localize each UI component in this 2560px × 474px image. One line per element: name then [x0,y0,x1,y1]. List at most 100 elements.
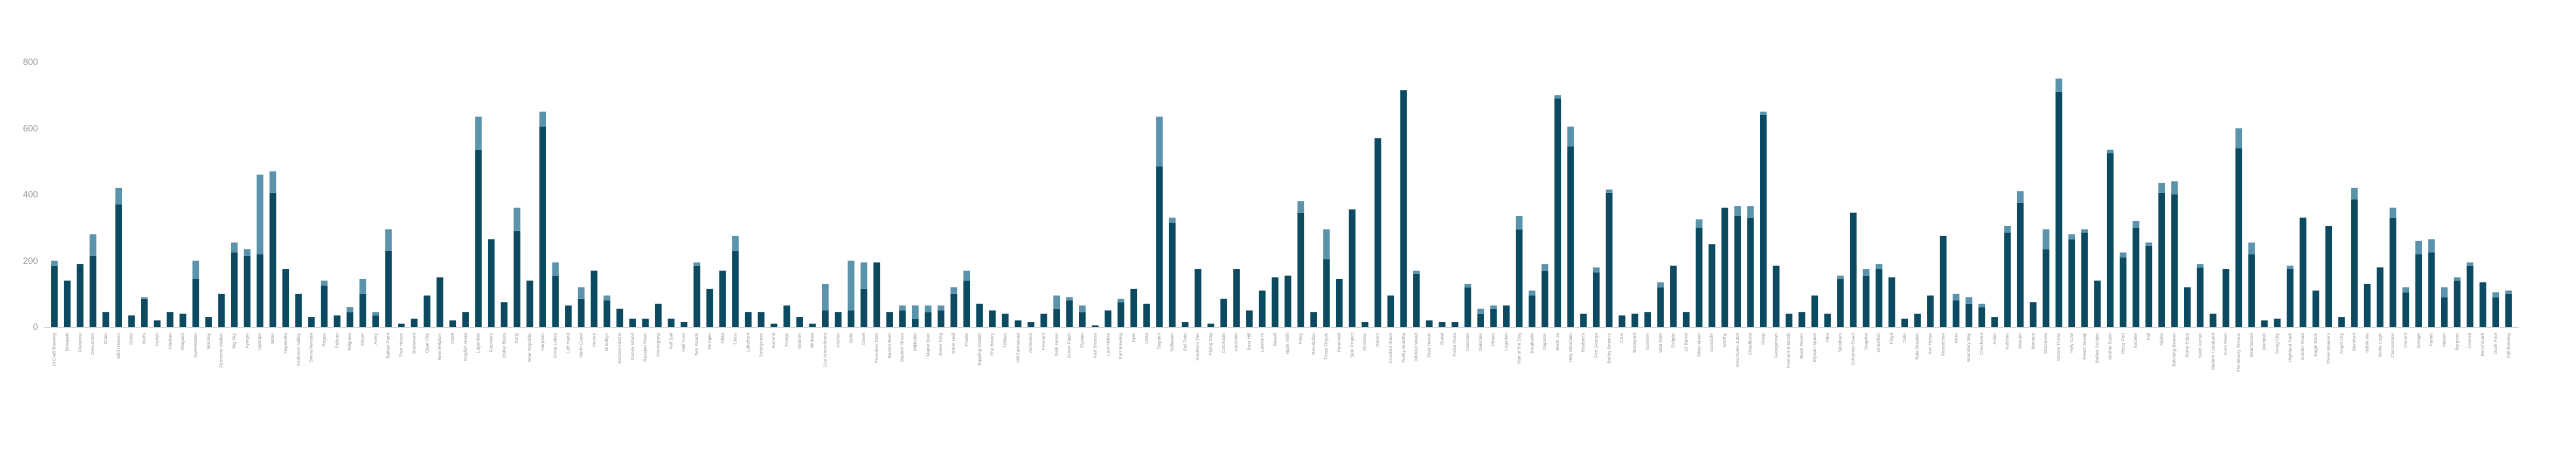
bar-primary[interactable] [1592,272,1600,327]
bar-secondary[interactable] [963,270,971,281]
bar-secondary[interactable] [2158,182,2165,193]
bar-primary[interactable] [577,298,585,327]
bar-primary[interactable] [963,280,971,328]
bar-secondary[interactable] [1079,305,1086,313]
bar-primary[interactable] [1387,295,1395,327]
bar-primary[interactable] [2132,227,2140,328]
bar-secondary[interactable] [2106,149,2114,154]
bar-primary[interactable] [654,303,662,327]
bar-secondary[interactable] [2428,239,2435,253]
bar-secondary[interactable] [1605,189,1613,193]
bar-primary[interactable] [1233,269,1240,327]
bar-secondary[interactable] [359,278,367,294]
bar-primary[interactable] [1001,313,1009,327]
bar-primary[interactable] [1014,320,1022,328]
bar-primary[interactable] [1991,317,1998,327]
bar-primary[interactable] [2415,254,2422,328]
bar-secondary[interactable] [2196,264,2204,268]
bar-primary[interactable] [796,317,803,327]
bar-primary[interactable] [603,300,611,328]
bar-primary[interactable] [2505,293,2512,328]
bar-primary[interactable] [166,312,174,327]
bar-secondary[interactable] [950,287,958,294]
bar-secondary[interactable] [2055,78,2063,92]
bar-secondary[interactable] [1528,290,1536,296]
bar-primary[interactable] [2029,302,2037,327]
bar-primary[interactable] [1335,278,1343,327]
bar-primary[interactable] [2363,283,2371,327]
bar-primary[interactable] [1682,312,1690,327]
bar-primary[interactable] [2042,249,2050,327]
bar-primary[interactable] [2428,252,2435,327]
bar-secondary[interactable] [1862,269,1870,276]
bar-primary[interactable] [308,317,315,327]
bar-primary[interactable] [1772,265,1780,327]
bar-primary[interactable] [2068,239,2076,327]
bar-secondary[interactable] [732,235,739,251]
bar-primary[interactable] [1400,90,1407,327]
bar-primary[interactable] [2261,320,2268,328]
bar-primary[interactable] [1438,322,1446,327]
bar-primary[interactable] [1297,212,1305,327]
bar-primary[interactable] [449,320,457,328]
bar-primary[interactable] [1605,192,1613,327]
bar-primary[interactable] [1849,212,1857,327]
bar-primary[interactable] [2235,148,2243,328]
bar-primary[interactable] [899,310,906,327]
bar-primary[interactable] [642,318,649,327]
bar-primary[interactable] [1644,312,1652,327]
bar-primary[interactable] [1413,274,1420,327]
bar-secondary[interactable] [1554,95,1562,99]
bar-primary[interactable] [410,318,418,327]
bar-primary[interactable] [2466,265,2474,327]
bar-primary[interactable] [1425,320,1433,328]
bar-secondary[interactable] [1965,297,1973,304]
bar-primary[interactable] [1181,322,1189,327]
bar-primary[interactable] [1220,298,1228,327]
bar-primary[interactable] [2273,318,2281,327]
bar-secondary[interactable] [243,249,251,256]
bar-primary[interactable] [269,192,277,327]
bar-primary[interactable] [359,293,367,328]
bar-secondary[interactable] [1413,270,1420,274]
bar-primary[interactable] [1939,235,1947,327]
bar-secondary[interactable] [552,262,559,276]
bar-primary[interactable] [2248,254,2255,328]
bar-primary[interactable] [141,298,148,327]
bar-secondary[interactable] [1747,206,1754,218]
bar-secondary[interactable] [2016,191,2024,203]
bar-primary[interactable] [372,315,379,327]
bar-secondary[interactable] [1657,282,1664,288]
bar-primary[interactable] [1258,290,1266,327]
bar-primary[interactable] [565,305,572,327]
bar-primary[interactable] [76,264,84,327]
bar-primary[interactable] [719,270,726,327]
bar-primary[interactable] [2081,232,2088,327]
bar-primary[interactable] [423,295,431,327]
bar-primary[interactable] [2325,225,2333,327]
bar-secondary[interactable] [269,171,277,193]
bar-primary[interactable] [744,312,752,327]
bar-secondary[interactable] [539,111,547,127]
bar-primary[interactable] [1978,307,1986,328]
bar-primary[interactable] [539,126,547,327]
bar-primary[interactable] [526,280,534,328]
bar-primary[interactable] [2158,192,2165,327]
bar-primary[interactable] [500,302,508,327]
bar-primary[interactable] [1811,295,1819,327]
bar-primary[interactable] [1747,217,1754,327]
bar-primary[interactable] [1284,275,1292,327]
bar-primary[interactable] [51,265,58,327]
bar-primary[interactable] [1079,312,1086,327]
bar-primary[interactable] [783,305,791,327]
bar-primary[interactable] [629,318,636,327]
bar-secondary[interactable] [2248,242,2255,255]
bar-primary[interactable] [873,262,881,327]
bar-primary[interactable] [1348,209,1356,327]
bar-secondary[interactable] [2068,234,2076,240]
bar-secondary[interactable] [115,187,123,205]
bar-primary[interactable] [333,315,341,327]
bar-primary[interactable] [2004,232,2011,327]
bar-primary[interactable] [1503,305,1510,327]
bar-primary[interactable] [667,318,675,327]
